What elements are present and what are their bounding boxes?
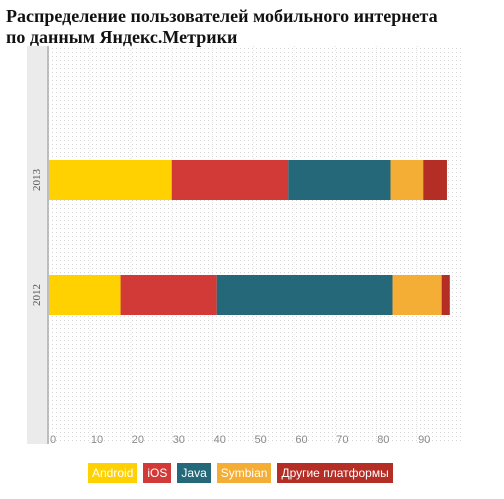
legend-item: Java [177,463,211,483]
x-tick-label: 40 [214,434,226,446]
x-tick-label: 70 [336,434,348,446]
bar-segment [441,275,450,315]
legend-item: Android [88,463,138,483]
bar-segment [288,160,391,200]
bar-segment [216,275,393,315]
bar-segment [390,160,424,200]
category-label: 2012 [31,284,43,306]
bar-segment [49,160,172,200]
category-label: 2013 [31,169,43,192]
x-tick-label: 0 [50,434,56,446]
x-tick-label: 90 [418,434,430,446]
x-tick-label: 10 [91,434,103,446]
legend-item: Другие платформы [277,463,393,483]
bar-segment [423,160,447,200]
bar-segment [171,160,289,200]
legend-item: Symbian [216,463,272,483]
x-tick-label: 50 [255,434,267,446]
chart-title-line-1: Распределение пользователей мобильного и… [6,6,438,26]
chart-title: Распределение пользователей мобильного и… [6,6,498,48]
bar-segment [120,275,217,315]
plot-grid [49,46,462,444]
bar-segment [49,275,121,315]
x-tick-label: 80 [377,434,389,446]
x-tick-label: 30 [173,434,185,446]
x-tick-label: 60 [295,434,307,446]
x-tick-label: 20 [132,434,144,446]
chart-title-line-2: по данным Яндекс.Метрики [6,27,238,47]
category-strip [27,46,47,444]
chart-legend: Android iOS Java Symbian Другие платформы [88,463,393,483]
bar-segment [392,275,442,315]
legend-item: iOS [143,463,172,483]
